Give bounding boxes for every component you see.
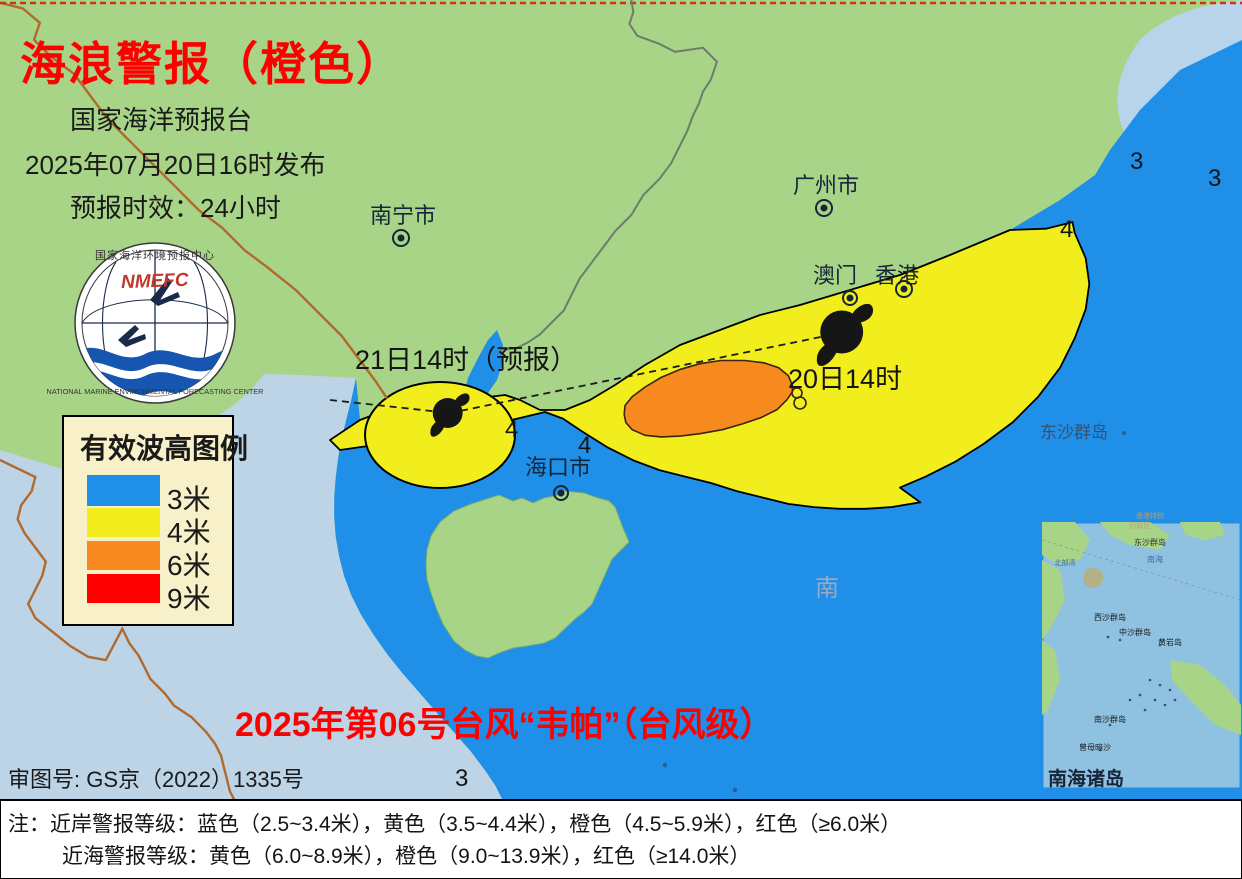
svg-text:南海: 南海	[1147, 554, 1163, 564]
svg-text:黄岩岛: 黄岩岛	[1158, 637, 1182, 647]
svg-text:中沙群岛: 中沙群岛	[1119, 627, 1151, 637]
svg-text:NATIONAL MARINE ENVIRONMENTAL: NATIONAL MARINE ENVIRONMENTAL FORECASTIN…	[47, 387, 264, 396]
svg-text:国家海洋环境预报中心: 国家海洋环境预报中心	[95, 248, 215, 262]
svg-text:西沙群岛: 西沙群岛	[1094, 612, 1126, 622]
svg-text:NMEFC: NMEFC	[121, 270, 190, 293]
svg-text:行政区: 行政区	[1130, 521, 1151, 530]
svg-text:香港特别: 香港特别	[1136, 511, 1164, 520]
svg-text:南海诸岛: 南海诸岛	[1048, 767, 1124, 790]
svg-text:南沙群岛: 南沙群岛	[1094, 714, 1126, 724]
svg-text:北部湾: 北部湾	[1055, 558, 1076, 567]
svg-text:曾母暗沙: 曾母暗沙	[1079, 742, 1111, 752]
svg-text:东沙群岛: 东沙群岛	[1134, 537, 1166, 547]
